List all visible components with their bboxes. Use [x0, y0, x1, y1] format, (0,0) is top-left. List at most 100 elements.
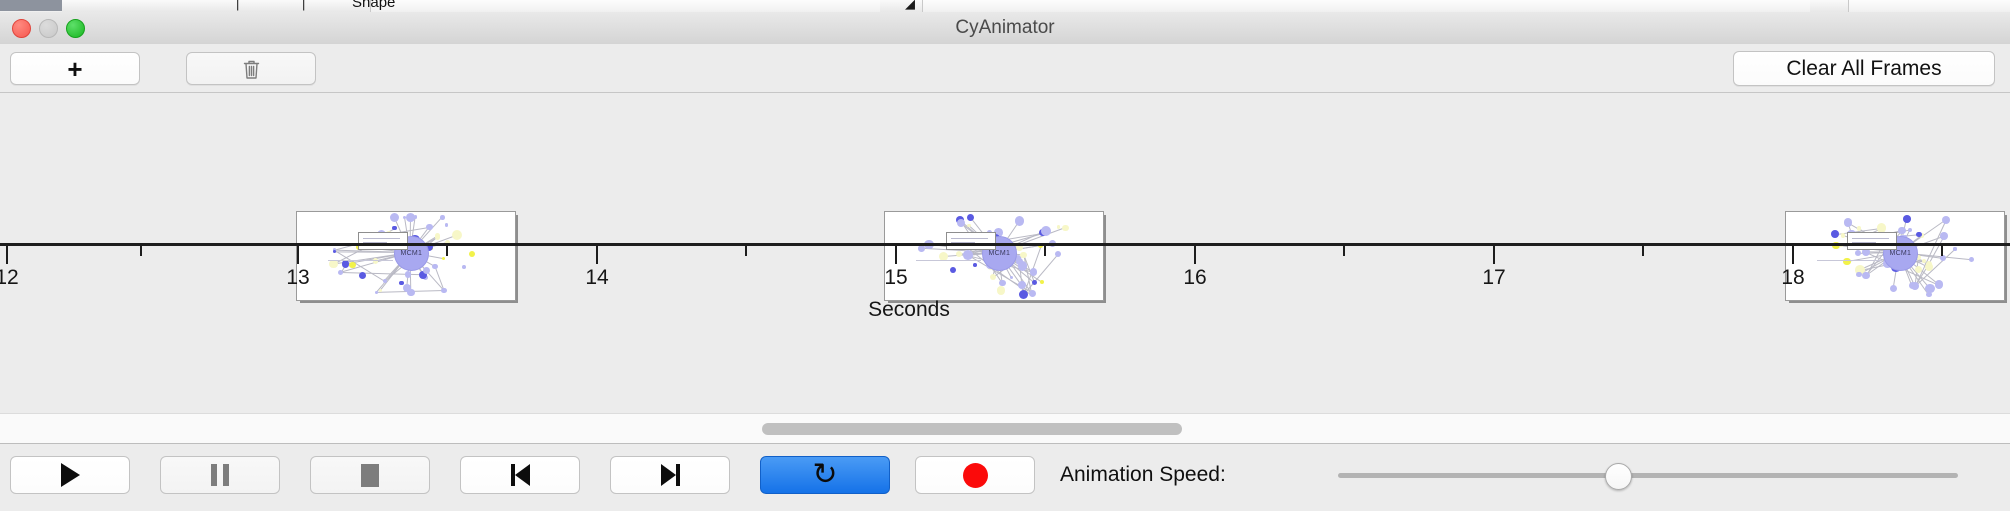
graph-node [341, 260, 350, 268]
graph-annotation-box [1847, 232, 1897, 251]
axis-tick-label: 16 [1183, 266, 1207, 289]
graph-node [349, 261, 357, 269]
toolbar: + Clear All Frames [0, 44, 2010, 93]
graph-hub-label: MCM1 [988, 249, 1011, 257]
trash-icon [242, 58, 261, 80]
play-icon [60, 463, 80, 487]
axis-major-tick [895, 246, 897, 264]
graph-node [1915, 265, 1923, 273]
graph-node [1854, 250, 1861, 257]
network-graph: MCM1 [1786, 212, 2004, 300]
minimize-button[interactable] [39, 19, 58, 38]
traffic-lights [12, 19, 85, 38]
graph-node [1843, 257, 1852, 266]
graph-node [338, 269, 344, 275]
axis-minor-tick [745, 246, 747, 256]
background-titlebar-fragment [0, 0, 62, 11]
axis-tick-label: 15 [884, 266, 908, 289]
axis-minor-tick [1941, 246, 1943, 256]
loop-icon: ↻ [812, 457, 838, 492]
axis-title: Seconds [868, 298, 950, 321]
graph-hub-label: MCM1 [400, 249, 423, 257]
background-tab-7 [1810, 0, 1849, 12]
pause-button[interactable] [160, 456, 280, 494]
plus-icon: + [67, 53, 83, 84]
graph-node [956, 218, 965, 227]
add-frame-button[interactable]: + [10, 52, 140, 85]
graph-node [1062, 224, 1069, 231]
background-tab-4 [242, 0, 309, 12]
axis-major-tick [1194, 246, 1196, 264]
background-window-strip: | | ◢ Shape [0, 0, 2010, 12]
animation-speed-slider[interactable] [1338, 463, 1958, 490]
background-tab-2 [148, 0, 191, 12]
graph-node [1014, 254, 1021, 261]
axis-tick-label: 18 [1781, 266, 1805, 289]
timeline-frame-thumbnail[interactable]: MCM1 [296, 211, 518, 303]
loop-button[interactable]: ↻ [760, 456, 890, 494]
close-button[interactable] [12, 19, 31, 38]
timeline-frame-thumbnail[interactable]: MCM1 [884, 211, 1106, 303]
thumbnail-image: MCM1 [1785, 211, 2005, 301]
graph-node [1915, 254, 1922, 261]
skip-forward-icon [660, 464, 680, 486]
graph-node [950, 266, 956, 273]
animation-speed-slider-thumb[interactable] [1605, 463, 1632, 490]
timeline-frame-thumbnail[interactable]: MCM1 [1785, 211, 2007, 303]
clear-all-frames-label: Clear All Frames [1786, 56, 1942, 80]
graph-node [378, 289, 382, 293]
record-button[interactable] [915, 456, 1035, 494]
delete-frame-button[interactable] [186, 52, 316, 85]
graph-node [1953, 247, 1957, 251]
graph-node [442, 257, 446, 261]
graph-annotation-box [358, 232, 408, 251]
skip-to-start-button[interactable] [460, 456, 580, 494]
graph-node [1876, 223, 1886, 233]
zoom-button[interactable] [66, 19, 85, 38]
background-tab-1 [62, 0, 149, 12]
graph-node [382, 278, 387, 283]
thumbnail-image: MCM1 [296, 211, 516, 301]
playback-control-bar: Animation Speed: ↻ [0, 443, 2010, 511]
graph-node [1855, 264, 1866, 275]
graph-node [441, 287, 447, 294]
graph-node [413, 215, 418, 220]
scrollbar-thumb[interactable] [762, 423, 1182, 435]
graph-node [999, 280, 1006, 287]
timeline-scrollbar[interactable] [0, 413, 2010, 444]
graph-node [1010, 275, 1014, 279]
graph-node [328, 259, 338, 269]
graph-node [332, 248, 337, 252]
axis-major-tick [6, 246, 8, 264]
graph-node [405, 271, 412, 278]
graph-node [424, 242, 433, 251]
clear-all-frames-button[interactable]: Clear All Frames [1733, 51, 1995, 86]
graph-node [918, 245, 925, 252]
stop-button[interactable] [310, 456, 430, 494]
timeline-canvas[interactable]: MCM1 MCM1 MCM1 12 13 14 15 16 17 18 Seconds [0, 93, 2010, 413]
axis-tick-label: 14 [585, 266, 609, 289]
play-button[interactable] [10, 456, 130, 494]
graph-node [1856, 271, 1862, 278]
background-tab-6 [880, 0, 923, 12]
graph-caption-line [327, 260, 393, 262]
graph-node [1898, 226, 1906, 234]
network-graph: MCM1 [885, 212, 1103, 300]
graph-node [445, 223, 449, 227]
axis-minor-tick [1343, 246, 1345, 256]
timeline-panel[interactable]: MCM1 MCM1 MCM1 12 13 14 15 16 17 18 Seconds [0, 93, 2010, 413]
graph-node [1924, 263, 1933, 272]
graph-node [375, 290, 379, 294]
graph-node [1040, 280, 1045, 285]
graph-node [359, 271, 367, 280]
graph-node [973, 263, 978, 267]
graph-node [1926, 291, 1932, 298]
skip-to-end-button[interactable] [610, 456, 730, 494]
graph-hub-label: MCM1 [1889, 249, 1912, 257]
axis-minor-tick [1642, 246, 1644, 256]
graph-node [1862, 247, 1871, 256]
graph-node [994, 228, 1003, 237]
graph-node [390, 212, 400, 222]
graph-node [422, 267, 430, 275]
graph-node [967, 223, 971, 228]
